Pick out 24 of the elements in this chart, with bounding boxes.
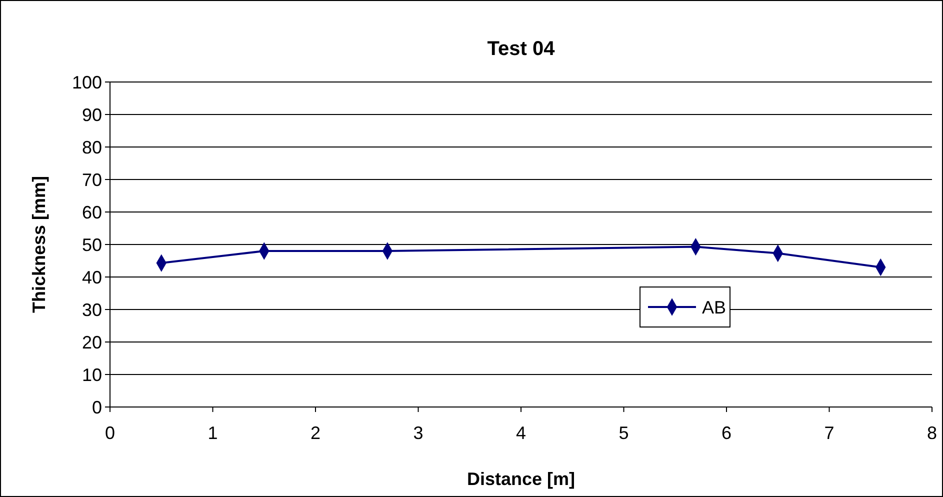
x-tick-label: 1 (208, 423, 218, 443)
y-tick-label: 70 (82, 170, 102, 190)
y-tick-label: 80 (82, 137, 102, 158)
y-tick-label: 40 (82, 267, 102, 288)
y-tick-label: 50 (82, 234, 102, 255)
x-axis-title: Distance [m] (466, 469, 576, 489)
y-tick-label: 10 (82, 364, 102, 385)
y-tick-label: 90 (82, 104, 102, 125)
legend-label: AB (702, 297, 726, 318)
y-tick-label: 0 (92, 397, 102, 418)
x-tick-label: 7 (824, 423, 834, 443)
x-tick-label: 8 (926, 423, 938, 443)
y-tick-label: 60 (82, 202, 102, 222)
y-tick-label: 100 (72, 72, 102, 92)
x-tick-label: 2 (310, 423, 321, 443)
x-tick-label: 3 (413, 423, 424, 443)
x-tick-label: 4 (516, 423, 526, 443)
y-tick-label: 30 (82, 300, 102, 320)
x-tick-label: 6 (721, 423, 732, 443)
y-tick-label: 20 (82, 332, 102, 352)
x-tick-label: 5 (618, 423, 629, 443)
x-tick-label: 0 (104, 423, 116, 443)
y-axis-title: Thickness [mm] (29, 176, 49, 314)
chart-title: Test 04 (487, 38, 556, 60)
